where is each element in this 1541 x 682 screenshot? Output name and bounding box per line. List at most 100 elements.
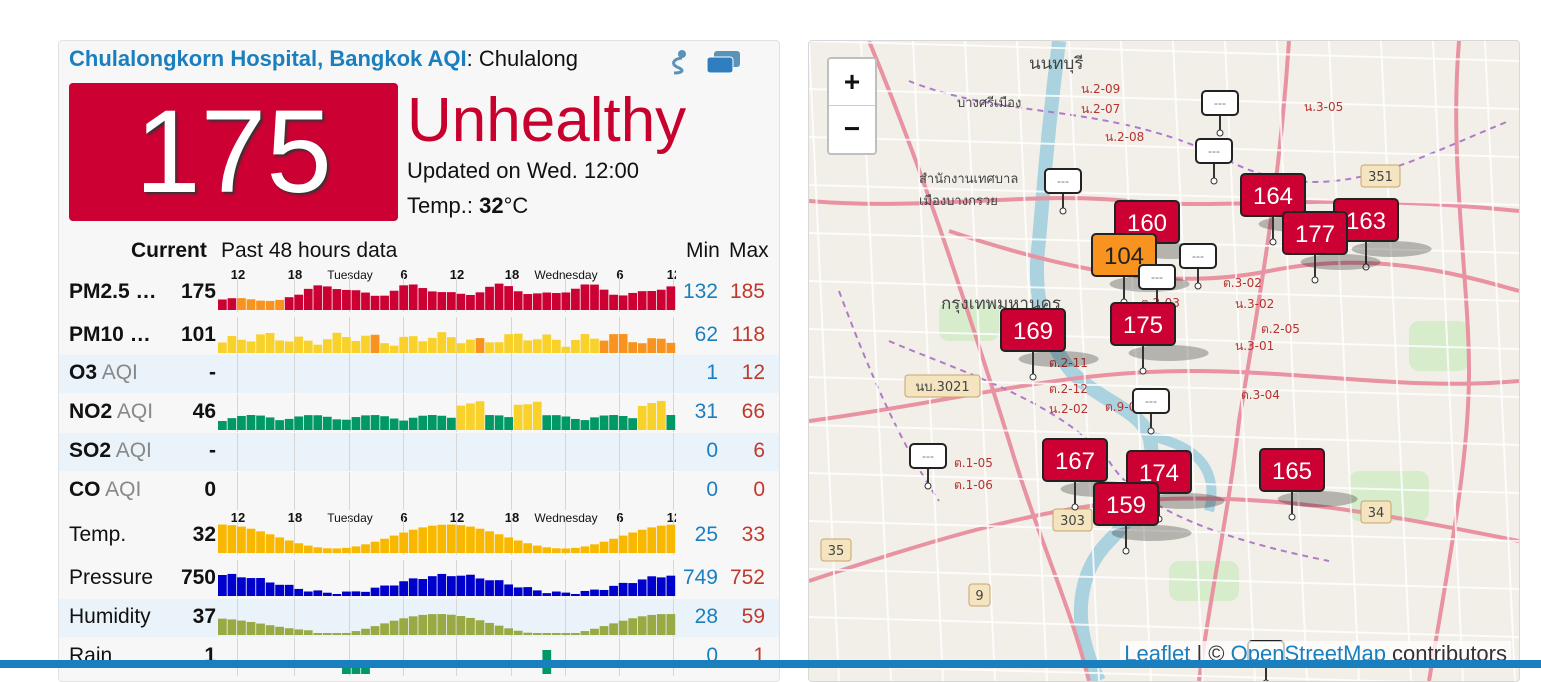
row-humidity-current: 37 xyxy=(192,605,216,628)
chart-bar xyxy=(294,336,304,353)
route-shield-label: นบ.3021 xyxy=(915,380,969,395)
chart-bar xyxy=(332,548,342,553)
row-so2-current: - xyxy=(209,439,216,462)
route-shield-label: 34 xyxy=(1368,506,1385,521)
row-co[interactable]: CO AQI 0 0 0 xyxy=(59,472,779,510)
row-humidity[interactable]: Humidity 37 28 59 xyxy=(59,599,779,637)
station-marker[interactable]: 163 xyxy=(1333,198,1432,271)
chart-bar xyxy=(389,418,399,430)
chart-bar xyxy=(580,546,590,553)
chart-bar xyxy=(551,591,561,596)
chart-bar xyxy=(418,579,428,596)
chart-bar xyxy=(494,580,504,596)
row-no2[interactable]: NO2 AQI 46 31 66 xyxy=(59,394,779,432)
marker-box xyxy=(1179,243,1217,269)
chart-bar xyxy=(656,577,666,596)
chart-bar xyxy=(227,525,237,553)
chart-bar xyxy=(666,415,676,430)
station-marker[interactable]: 164 xyxy=(1240,173,1339,246)
marker-pin-head xyxy=(1071,503,1079,511)
minor-road xyxy=(809,184,1519,206)
chart-bar xyxy=(227,298,237,310)
chart-bar xyxy=(284,297,294,310)
chart-bar xyxy=(542,415,552,430)
chart-bar xyxy=(628,342,638,353)
chart-bar xyxy=(523,340,533,353)
station-marker[interactable]: --- xyxy=(1201,90,1239,137)
minor-road xyxy=(1484,41,1516,681)
station-marker[interactable]: --- xyxy=(1132,388,1170,435)
chart-bar xyxy=(342,419,351,430)
marker-box xyxy=(1259,448,1325,492)
station-marker[interactable]: --- xyxy=(909,443,947,490)
road-code-label: น.3-01 xyxy=(1235,339,1274,353)
row-pm10-max: 118 xyxy=(731,323,765,346)
row-temp[interactable]: Temp. 32 25 33 xyxy=(59,517,779,555)
station-marker[interactable]: --- xyxy=(1195,138,1233,185)
minor-road xyxy=(1432,41,1464,681)
minor-road xyxy=(809,136,1519,158)
road-code-label: ต.2-12 xyxy=(1049,382,1088,396)
share-icon[interactable] xyxy=(669,49,691,80)
station-marker[interactable]: 175 xyxy=(1110,302,1209,375)
chart-bar xyxy=(218,618,227,635)
station-marker[interactable]: --- xyxy=(1179,243,1217,290)
marker-shadow xyxy=(1018,351,1099,367)
chart-bar xyxy=(399,285,409,310)
chart-bar xyxy=(551,415,561,430)
chart-bar xyxy=(447,417,456,430)
station-marker[interactable]: 169 xyxy=(1000,308,1099,381)
map-tiles[interactable] xyxy=(809,41,1519,681)
chart-bar xyxy=(389,290,399,310)
zoom-in-button[interactable]: + xyxy=(829,59,875,106)
page-bottom-bar xyxy=(0,660,1541,668)
station-marker[interactable]: 177 xyxy=(1282,211,1381,284)
zoom-out-button[interactable]: − xyxy=(843,113,861,144)
minor-road xyxy=(809,280,1519,302)
station-card: Chulalongkorn Hospital, Bangkok AQI: Chu… xyxy=(58,40,780,682)
row-pressure[interactable]: Pressure 750 749 752 xyxy=(59,560,779,598)
row-so2-label: SO2 xyxy=(69,439,112,462)
row-o3[interactable]: O3 AQI - 1 12 xyxy=(59,355,779,393)
chart-bar xyxy=(303,591,313,596)
marker-shadow xyxy=(1128,345,1209,361)
row-rain[interactable]: Rain 1 0 1 xyxy=(59,638,779,676)
chart-bar xyxy=(466,403,475,430)
row-pm10[interactable]: PM10 … 101 62 118 xyxy=(59,317,779,355)
station-title-link[interactable]: Chulalongkorn Hospital, Bangkok AQI xyxy=(69,46,467,71)
station-marker[interactable]: --- xyxy=(1044,168,1082,215)
chart-bar xyxy=(599,589,609,596)
chart-bar xyxy=(532,545,542,553)
station-marker[interactable]: 165 xyxy=(1259,448,1358,521)
row-o3-current: - xyxy=(209,361,216,384)
map-markers[interactable]: --- --- --- 160 164 163 177 104 --- --- 169 175 --- -… xyxy=(809,41,1519,681)
chart-bar xyxy=(256,531,265,553)
road-code-label: ต.2-05 xyxy=(1261,322,1300,336)
chart-bar xyxy=(408,578,418,596)
chart-bar xyxy=(580,631,590,635)
chart-bar xyxy=(256,623,265,635)
chart-bar xyxy=(275,537,284,553)
row-humidity-label: Humidity xyxy=(69,605,151,628)
row-temp-max: 33 xyxy=(741,523,765,546)
river xyxy=(1029,41,1159,681)
station-map[interactable]: นนทบุรี บางศรีเมือง สำนักงานเทศบาล เมืองบาง… xyxy=(808,40,1520,682)
station-marker[interactable]: 159 xyxy=(1093,482,1192,555)
minor-road xyxy=(809,568,1519,590)
chart-bar xyxy=(494,415,504,430)
minor-road xyxy=(809,41,840,681)
chart-bar xyxy=(237,298,246,310)
chart-bar xyxy=(666,524,676,553)
station-marker[interactable]: --- xyxy=(1138,264,1176,311)
row-pm25[interactable]: PM2.5 … 175 132 185 xyxy=(59,274,779,312)
marker-value: 164 xyxy=(1253,183,1293,210)
row-so2[interactable]: SO2 AQI - 0 6 xyxy=(59,433,779,471)
chart-bar xyxy=(647,527,657,553)
major-road xyxy=(867,41,1091,681)
row-o3-min: 1 xyxy=(706,361,718,384)
chart-bar xyxy=(351,417,361,430)
marker-box xyxy=(1132,388,1170,414)
cards-icon[interactable] xyxy=(705,49,741,80)
chart-bar xyxy=(370,626,380,635)
chart-bar xyxy=(504,537,513,553)
